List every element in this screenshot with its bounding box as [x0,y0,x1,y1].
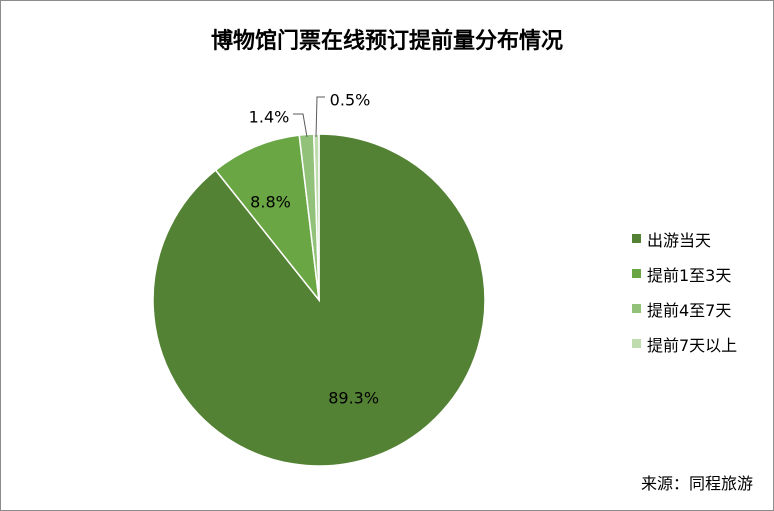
legend-item-1: 提前1至3天 [632,256,737,291]
legend-label-0: 出游当天 [647,230,712,250]
leader-line-3 [315,96,325,138]
data-label-0: 89.3% [328,389,379,408]
leader-line-2 [293,113,308,138]
source-note: 来源：同程旅游 [640,474,753,493]
pie-slice-1 [214,134,321,303]
legend-swatch-1 [632,269,641,278]
data-label-1: 8.8% [250,193,291,212]
legend-label-2: 提前4至7天 [647,300,732,320]
legend-item-0: 出游当天 [632,221,737,256]
legend-swatch-0 [632,234,641,243]
data-label-2: 1.4% [249,108,290,127]
legend-swatch-2 [632,304,641,313]
chart-legend: 出游当天 提前1至3天 提前4至7天 提前7天以上 [632,221,737,361]
legend-item-2: 提前4至7天 [632,291,737,326]
legend-label-1: 提前1至3天 [647,265,732,285]
chart-title: 博物馆门票在线预订提前量分布情况 [210,29,563,54]
data-label-3: 0.5% [330,91,371,110]
legend-item-3: 提前7天以上 [632,326,737,361]
legend-label-3: 提前7天以上 [647,335,738,355]
legend-swatch-3 [632,339,641,348]
